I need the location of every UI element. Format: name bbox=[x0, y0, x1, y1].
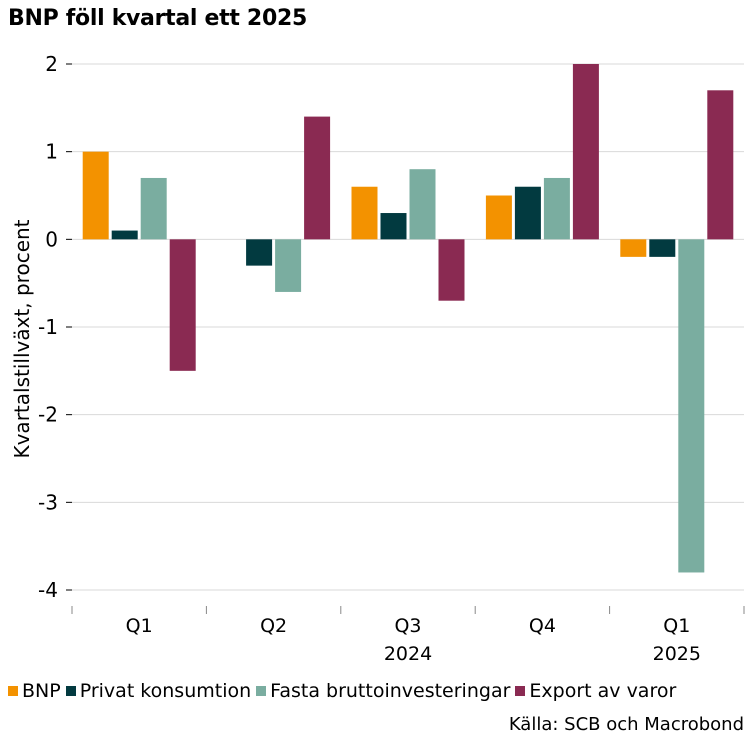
y-axis-label: Kvartalstillväxt, procent bbox=[10, 219, 34, 458]
y-tick-label: -1 bbox=[38, 315, 58, 339]
legend-swatch-fasta-bruttoinvesteringar bbox=[256, 686, 267, 696]
bar-export-av-varor bbox=[169, 239, 196, 371]
legend-item-fasta-bruttoinvesteringar: Fasta bruttoinvesteringar bbox=[256, 680, 510, 702]
bar-fasta-bruttoinvesteringar bbox=[140, 177, 167, 240]
bar-export-av-varor bbox=[707, 90, 734, 240]
bar-fasta-bruttoinvesteringar bbox=[275, 239, 302, 292]
legend-label-privat-konsumtion: Privat konsumtion bbox=[79, 680, 252, 702]
x-tick-label: Q2 bbox=[260, 615, 287, 637]
y-tick-label: 2 bbox=[45, 52, 58, 76]
legend-label-fasta-bruttoinvesteringar: Fasta bruttoinvesteringar bbox=[270, 680, 511, 702]
bar-privat-konsumtion bbox=[514, 186, 541, 240]
bar-export-av-varor bbox=[572, 64, 599, 240]
bar-fasta-bruttoinvesteringar bbox=[678, 239, 705, 573]
legend-swatch-bnp bbox=[8, 686, 18, 696]
y-tick-label: -4 bbox=[38, 578, 58, 602]
chart-title: BNP föll kvartal ett 2025 bbox=[8, 6, 307, 31]
legend-swatch-privat-konsumtion bbox=[65, 686, 76, 696]
y-tick-label: -3 bbox=[38, 490, 58, 514]
legend-label-export-av-varor: Export av varor bbox=[529, 680, 677, 702]
source-note: Källa: SCB och Macrobond bbox=[508, 714, 744, 735]
legend-item-export-av-varor: Export av varor bbox=[515, 680, 676, 702]
y-tick-label: 0 bbox=[45, 227, 58, 251]
x-tick-label: Q1 bbox=[126, 615, 153, 637]
legend: BNP Privat konsumtion Fasta bruttoinvest… bbox=[8, 680, 681, 702]
bar-chart: 2 1 0 -1 -2 -3 -4 Kvartalstillväxt, procent Q1 Q2… bbox=[10, 52, 745, 665]
x-year-label: 2024 bbox=[384, 643, 432, 665]
bar-privat-konsumtion bbox=[246, 239, 273, 266]
legend-item-privat-konsumtion: Privat konsumtion bbox=[65, 680, 252, 702]
x-tick-label: Q4 bbox=[529, 615, 556, 637]
bar-export-av-varor bbox=[304, 116, 331, 240]
bar-privat-konsumtion bbox=[111, 230, 138, 240]
x-tick-label: Q1 bbox=[663, 615, 690, 637]
x-tick-label: Q3 bbox=[394, 615, 421, 637]
bar-bnp bbox=[620, 239, 647, 257]
bar-export-av-varor bbox=[438, 239, 465, 301]
bar-fasta-bruttoinvesteringar bbox=[409, 169, 436, 240]
bar-bnp bbox=[82, 151, 109, 240]
bar-fasta-bruttoinvesteringar bbox=[543, 177, 570, 240]
bar-bnp bbox=[485, 195, 512, 240]
legend-item-bnp: BNP bbox=[8, 680, 61, 702]
bar-privat-konsumtion bbox=[380, 213, 407, 240]
y-tick-label: -2 bbox=[38, 403, 58, 427]
x-year-label: 2025 bbox=[653, 643, 701, 665]
legend-label-bnp: BNP bbox=[22, 680, 61, 702]
y-tick-label: 1 bbox=[45, 140, 58, 164]
bar-privat-konsumtion bbox=[649, 239, 676, 257]
legend-swatch-export-av-varor bbox=[515, 686, 526, 696]
bar-bnp bbox=[351, 186, 378, 240]
